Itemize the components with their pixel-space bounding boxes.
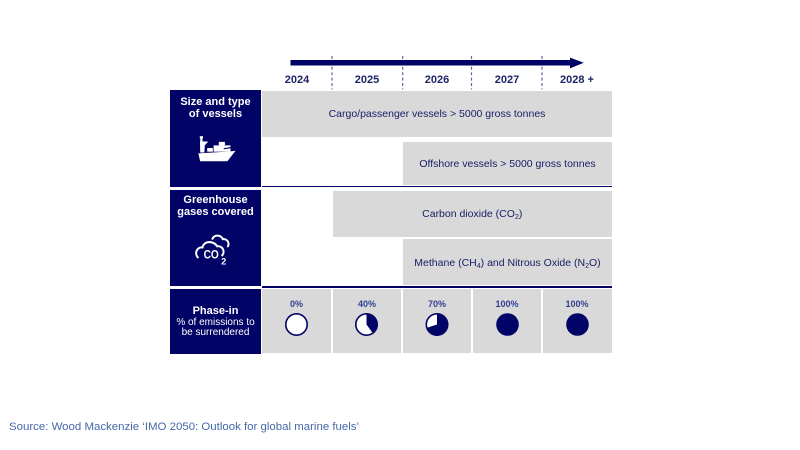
svg-text:2: 2 bbox=[221, 257, 226, 267]
svg-text:CO: CO bbox=[204, 248, 219, 262]
